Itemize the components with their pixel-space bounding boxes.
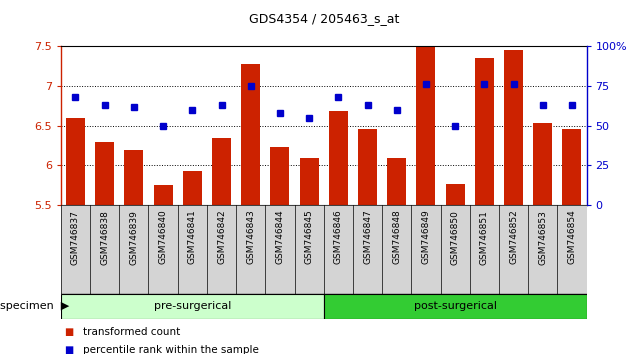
Bar xyxy=(324,294,587,319)
Bar xyxy=(562,129,581,205)
Text: ■: ■ xyxy=(64,345,73,354)
Bar xyxy=(241,63,260,205)
Bar xyxy=(66,118,85,205)
Text: post-surgerical: post-surgerical xyxy=(413,301,497,311)
Bar xyxy=(329,112,348,205)
Text: GSM746848: GSM746848 xyxy=(392,210,401,264)
Text: specimen  ▶: specimen ▶ xyxy=(0,301,69,311)
Text: GSM746838: GSM746838 xyxy=(100,210,109,265)
Bar xyxy=(533,123,552,205)
Bar xyxy=(299,158,319,205)
Bar xyxy=(475,58,494,205)
Bar xyxy=(183,171,202,205)
Text: ■: ■ xyxy=(64,327,73,337)
Bar xyxy=(417,46,435,205)
Bar xyxy=(504,50,523,205)
Text: GSM746847: GSM746847 xyxy=(363,210,372,264)
Text: GSM746840: GSM746840 xyxy=(158,210,167,264)
Bar xyxy=(96,142,114,205)
Bar xyxy=(154,185,172,205)
Bar xyxy=(124,149,144,205)
Text: GSM746844: GSM746844 xyxy=(276,210,285,264)
Text: GSM746849: GSM746849 xyxy=(421,210,430,264)
Bar xyxy=(61,294,324,319)
Bar xyxy=(212,138,231,205)
Text: pre-surgerical: pre-surgerical xyxy=(154,301,231,311)
Bar xyxy=(271,147,289,205)
Text: GSM746843: GSM746843 xyxy=(246,210,255,264)
Text: GSM746842: GSM746842 xyxy=(217,210,226,264)
Text: GSM746846: GSM746846 xyxy=(334,210,343,264)
Text: transformed count: transformed count xyxy=(83,327,181,337)
Text: GSM746837: GSM746837 xyxy=(71,210,80,265)
Text: percentile rank within the sample: percentile rank within the sample xyxy=(83,345,259,354)
Bar xyxy=(387,158,406,205)
Text: GSM746851: GSM746851 xyxy=(480,210,489,265)
Text: GSM746853: GSM746853 xyxy=(538,210,547,265)
Text: GSM746850: GSM746850 xyxy=(451,210,460,265)
Text: GSM746839: GSM746839 xyxy=(129,210,138,265)
Text: GDS4354 / 205463_s_at: GDS4354 / 205463_s_at xyxy=(249,12,399,25)
Text: GSM746845: GSM746845 xyxy=(304,210,313,264)
Bar xyxy=(358,129,377,205)
Text: GSM746852: GSM746852 xyxy=(509,210,518,264)
Text: GSM746841: GSM746841 xyxy=(188,210,197,264)
Text: GSM746854: GSM746854 xyxy=(567,210,576,264)
Bar xyxy=(445,184,465,205)
